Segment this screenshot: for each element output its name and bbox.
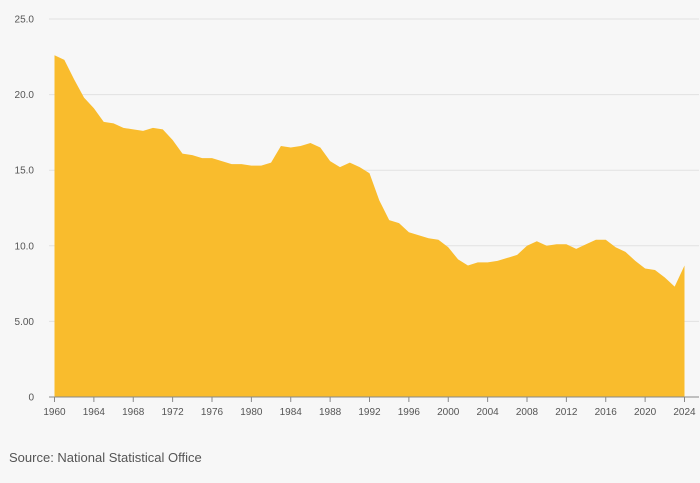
x-tick-label: 1968 — [122, 407, 145, 418]
y-tick-label: 20.0 — [15, 90, 35, 101]
y-tick-label: 0 — [28, 393, 34, 404]
x-tick-label: 1996 — [398, 407, 421, 418]
x-tick-label: 1964 — [83, 407, 106, 418]
x-axis-ticks: 1960 1964 1968 1972 1976 1980 1984 1988 1992 1996… — [43, 397, 696, 418]
x-tick-label: 1992 — [358, 407, 381, 418]
y-axis-tick-labels: 0 5.00 10.0 15.0 20.0 25.0 — [15, 15, 35, 404]
x-tick-label: 2004 — [477, 407, 500, 418]
x-tick-label: 2000 — [437, 407, 460, 418]
y-tick-label: 25.0 — [15, 15, 35, 26]
x-tick-label: 2016 — [595, 407, 618, 418]
x-tick-label: 1988 — [319, 407, 342, 418]
x-tick-label: 2024 — [673, 407, 696, 418]
area-series — [54, 55, 685, 397]
x-tick-label: 1980 — [240, 407, 263, 418]
y-tick-label: 5.00 — [15, 317, 35, 328]
x-tick-label: 1984 — [280, 407, 303, 418]
x-tick-label: 2020 — [634, 407, 657, 418]
x-tick-label: 1976 — [201, 407, 224, 418]
x-tick-label: 1960 — [43, 407, 66, 418]
x-tick-label: 2008 — [516, 407, 539, 418]
source-note: Source: National Statistical Office — [9, 450, 202, 465]
x-tick-label: 1972 — [162, 407, 185, 418]
y-tick-label: 10.0 — [15, 241, 35, 252]
y-tick-label: 15.0 — [15, 166, 35, 177]
x-tick-label: 2012 — [555, 407, 578, 418]
